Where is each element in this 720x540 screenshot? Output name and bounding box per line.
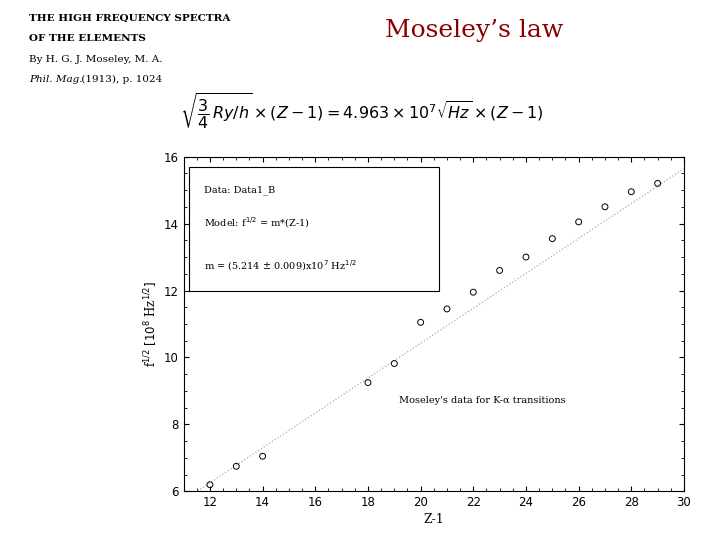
Point [546,234,558,243]
Point [626,187,637,196]
Text: $\sqrt{\dfrac{3}{4}\,Ry/h}\times(Z-1)=4.963\times10^7\sqrt{Hz}\times(Z-1)$: $\sqrt{\dfrac{3}{4}\,Ry/h}\times(Z-1)=4.… [180,92,544,132]
Text: By H. G. J. Moseley, M. A.: By H. G. J. Moseley, M. A. [29,55,162,64]
Text: Data: Data1_B: Data: Data1_B [204,185,275,195]
Text: Moseley's data for K-α transitions: Moseley's data for K-α transitions [399,396,565,405]
Text: Model: f$^{1/2}$ = m*(Z-1): Model: f$^{1/2}$ = m*(Z-1) [204,215,310,230]
Point [415,318,426,327]
FancyBboxPatch shape [189,167,438,291]
Y-axis label: f$^{1/2}$ $[10^8$ Hz$^{1/2}]$: f$^{1/2}$ $[10^8$ Hz$^{1/2}]$ [142,281,160,367]
Text: THE HIGH FREQUENCY SPECTRA: THE HIGH FREQUENCY SPECTRA [29,14,230,23]
Point [230,462,242,471]
Text: OF THE ELEMENTS: OF THE ELEMENTS [29,34,145,43]
Point [573,218,585,226]
Text: (1913), p. 1024: (1913), p. 1024 [78,75,163,84]
Point [599,202,611,211]
Text: Phil. Mag.: Phil. Mag. [29,75,82,84]
X-axis label: Z-1: Z-1 [423,514,444,526]
Point [467,288,479,296]
Point [204,481,216,489]
Text: Moseley’s law: Moseley’s law [385,19,564,42]
Point [652,179,663,188]
Point [257,452,269,461]
Point [494,266,505,275]
Point [441,305,453,313]
Point [389,359,400,368]
Text: m = (5.214 $\pm$ 0.009)x10$^7$ Hz$^{1/2}$: m = (5.214 $\pm$ 0.009)x10$^7$ Hz$^{1/2}… [204,259,356,273]
Point [362,378,374,387]
Point [521,253,532,261]
